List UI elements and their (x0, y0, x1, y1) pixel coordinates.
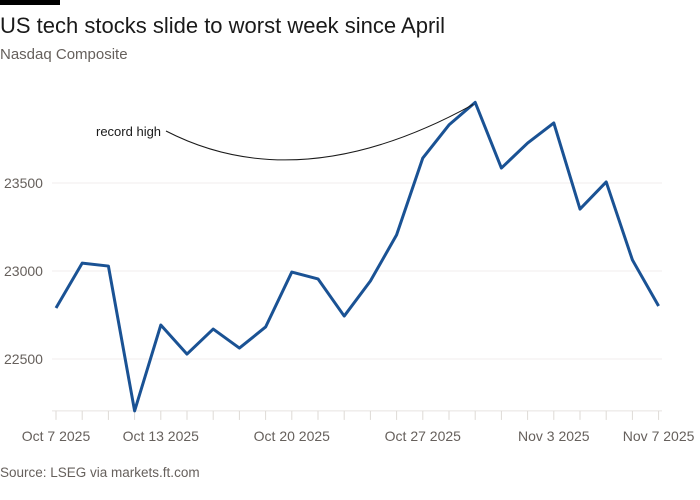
chart-svg: 22500 23000 23500 Oct 7 2025 Oct 13 2025 Oct … (4, 100, 695, 444)
chart-title: US tech stocks slide to worst week since… (0, 13, 446, 38)
y-tick-label: 23000 (4, 263, 43, 279)
annotation-connector (165, 103, 474, 161)
y-tick-label: 22500 (4, 351, 43, 367)
x-tick-label: Oct 20 2025 (254, 428, 330, 444)
x-tick-label: Oct 27 2025 (385, 428, 461, 444)
x-tick-label: Nov 3 2025 (518, 428, 590, 444)
ft-brand-bar (0, 0, 60, 5)
y-tick-label: 23500 (4, 175, 43, 191)
source-note: Source: LSEG via markets.ft.com (0, 465, 200, 480)
annotation-label: record high (96, 124, 161, 139)
chart-subtitle: Nasdaq Composite (0, 46, 128, 63)
x-tick-label: Oct 7 2025 (22, 428, 91, 444)
x-tick-label: Nov 7 2025 (623, 428, 695, 444)
series-line (54, 100, 660, 413)
x-tick-label: Oct 13 2025 (123, 428, 199, 444)
